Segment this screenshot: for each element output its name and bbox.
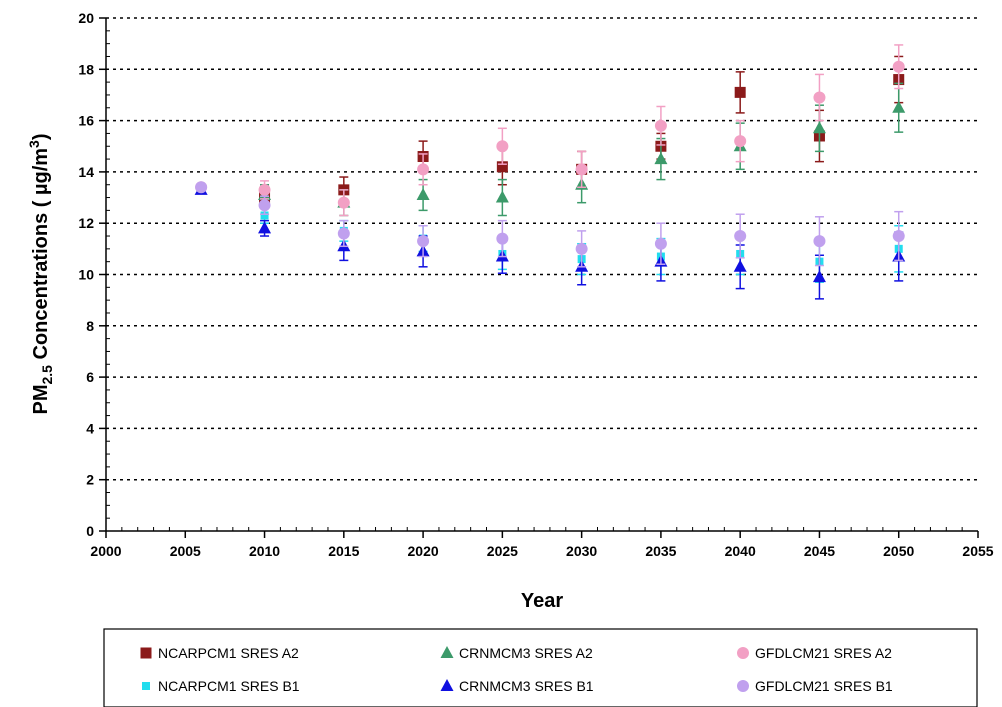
data-point — [417, 163, 430, 176]
data-point — [734, 135, 747, 148]
legend-label: NCARPCM1 SRES B1 — [158, 678, 300, 694]
data-point — [337, 196, 350, 209]
data-point — [258, 221, 272, 234]
y-tick-label: 6 — [86, 369, 94, 385]
y-axis-title-subscript: 2.5 — [39, 365, 55, 385]
legend-label: GFDLCM21 SRES A2 — [755, 645, 892, 661]
y-tick-label: 0 — [86, 523, 94, 539]
x-tick-label: 2025 — [487, 543, 518, 559]
data-point — [195, 181, 208, 194]
legend: NCARPCM1 SRES A2 CRNMCM3 SRES A2 GFDLCM21 … — [103, 628, 978, 707]
y-tick-label: 16 — [78, 113, 94, 129]
x-tick-label: 2015 — [328, 543, 359, 559]
series-5 — [195, 181, 905, 268]
y-tick-label: 12 — [78, 215, 94, 231]
legend-marker — [440, 679, 454, 691]
series-2 — [195, 44, 905, 217]
x-tick-label: 2010 — [249, 543, 280, 559]
data-point — [734, 230, 747, 243]
data-point — [496, 161, 508, 173]
series-4 — [194, 182, 906, 300]
x-tick-label: 2035 — [645, 543, 676, 559]
data-point — [337, 227, 350, 240]
y-tick-label: 14 — [78, 164, 94, 180]
data-point — [260, 211, 269, 220]
y-tick-label: 20 — [78, 10, 94, 26]
x-axis-title: Year — [521, 590, 563, 612]
data-point — [733, 259, 747, 272]
x-tick-label: 2050 — [883, 543, 914, 559]
legend-label: CRNMCM3 SRES B1 — [459, 678, 594, 694]
data-point — [892, 60, 905, 73]
data-point — [654, 119, 667, 132]
x-tick-label: 2040 — [725, 543, 756, 559]
x-tick-label: 2055 — [962, 543, 993, 559]
x-tick-label: 2020 — [408, 543, 439, 559]
y-tick-label: 4 — [86, 420, 94, 436]
y-tick-label: 8 — [86, 318, 94, 334]
data-point — [813, 91, 826, 104]
data-point — [654, 152, 668, 165]
legend-marker — [440, 646, 454, 658]
data-point — [892, 230, 905, 243]
y-axis-title-prefix: PM — [30, 385, 52, 415]
data-point — [258, 183, 271, 196]
data-point — [496, 232, 509, 245]
data-point — [416, 187, 430, 200]
series — [194, 44, 906, 300]
data-point — [734, 86, 746, 98]
data-point — [495, 190, 509, 203]
legend-marker — [140, 647, 152, 659]
x-tick-label: 2005 — [170, 543, 201, 559]
y-axis-title-middle: Concentrations ( µg/m — [30, 148, 52, 365]
y-axis-title-superscript: 3 — [26, 140, 42, 148]
legend-label: NCARPCM1 SRES A2 — [158, 645, 299, 661]
data-point — [496, 140, 509, 153]
y-tick-label: 2 — [86, 472, 94, 488]
legend-label: CRNMCM3 SRES A2 — [459, 645, 593, 661]
y-axis-title: PM2.5 Concentrations ( µg/m3) — [26, 133, 55, 414]
data-point — [575, 242, 588, 255]
data-point — [417, 235, 430, 248]
x-tick-label: 2045 — [804, 543, 835, 559]
legend-marker — [737, 647, 749, 659]
data-point — [258, 199, 271, 212]
series-1 — [258, 82, 906, 217]
ticks: 0 2 4 6 8 10 12 14 16 18 20 2000 2005 2010 2015 2020 202… — [78, 10, 993, 559]
gridlines — [106, 17, 978, 481]
legend-marker — [737, 680, 749, 692]
legend-box — [103, 628, 978, 707]
data-point — [892, 100, 906, 113]
legend-marker — [142, 682, 150, 690]
y-tick-label: 18 — [78, 61, 94, 77]
data-point — [575, 163, 588, 176]
x-tick-label: 2000 — [90, 543, 121, 559]
data-point — [654, 237, 667, 250]
y-tick-label: 10 — [78, 267, 94, 283]
legend-label: GFDLCM21 SRES B1 — [755, 678, 893, 694]
y-axis-title-suffix: ) — [30, 133, 52, 140]
x-tick-label: 2030 — [566, 543, 597, 559]
data-point — [812, 121, 826, 134]
data-point — [812, 270, 826, 283]
data-point — [813, 235, 826, 248]
